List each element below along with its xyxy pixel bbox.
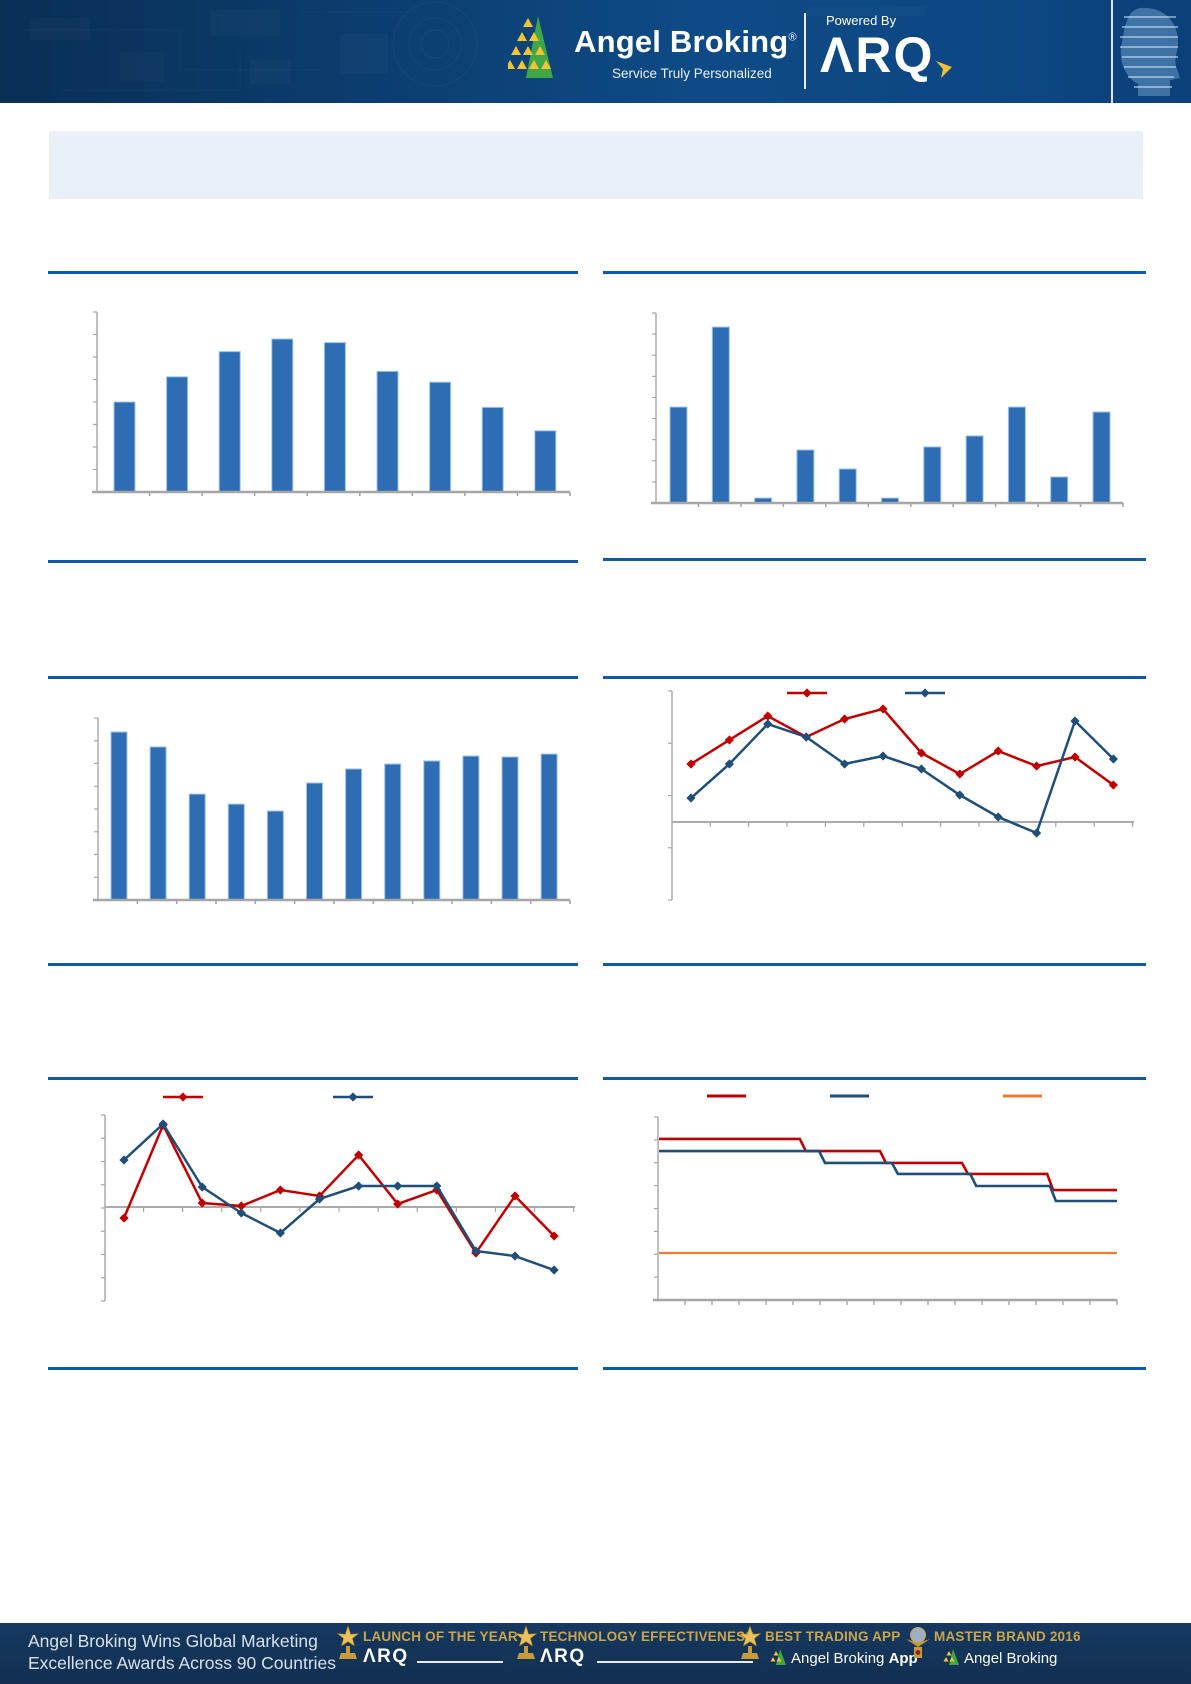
footer-headline-line2: Excellence Awards Across 90 Countries	[28, 1653, 337, 1674]
title-banner	[49, 131, 1143, 199]
registered-mark: ®	[788, 31, 797, 44]
line-chart-bottom-left	[101, 1092, 575, 1302]
section-rule-mid-left	[48, 676, 578, 679]
section-endrule-mid-right	[603, 963, 1146, 966]
bar-chart-middle-left	[93, 717, 571, 904]
section-rule-top-right	[603, 271, 1146, 274]
bar-chart-top-left	[92, 311, 571, 496]
star-trophy-icon	[738, 1626, 762, 1659]
arq-logo-text: ΛRQ	[820, 27, 935, 83]
section-endrule-mid-left	[48, 963, 578, 966]
award-arq-logo: ΛRQ	[363, 1646, 409, 1667]
angel-broking-mini-logo-icon	[770, 1649, 786, 1665]
award-launch-of-the-year: LAUNCH OF THE YEAR ΛRQ	[333, 1623, 518, 1684]
footer-awards-bar: Angel Broking Wins Global Marketing Exce…	[0, 1623, 1191, 1684]
award-label: MASTER BRAND 2016	[934, 1629, 1081, 1644]
lightning-bolt-icon	[936, 61, 952, 78]
section-rule-top-left	[48, 271, 578, 274]
footer-headline-line1: Angel Broking Wins Global Marketing	[28, 1631, 318, 1651]
bar-chart-top-right	[651, 312, 1124, 507]
award-label: LAUNCH OF THE YEAR	[363, 1629, 518, 1644]
section-endrule-top-right	[603, 558, 1146, 561]
globe-trophy-icon	[906, 1627, 930, 1658]
star-trophy-icon	[514, 1626, 538, 1659]
brand-name: Angel Broking®	[574, 24, 797, 59]
award-label: BEST TRADING APP	[765, 1629, 901, 1644]
angel-broking-logo-icon	[508, 16, 553, 78]
line-chart-middle-right	[668, 688, 1134, 901]
step-chart-bottom-right	[653, 1094, 1118, 1305]
award-label: TECHNOLOGY EFFECTIVENESS	[540, 1629, 755, 1644]
award-sub-brand: Angel Broking App	[791, 1650, 918, 1667]
section-endrule-bottom-left	[48, 1367, 578, 1370]
award-master-brand-2016: MASTER BRAND 2016 Angel Broking	[903, 1623, 1093, 1684]
section-rule-bottom-left	[48, 1077, 578, 1080]
award-best-trading-app: BEST TRADING APP Angel Broking App	[735, 1623, 918, 1684]
powered-by-label: Powered By	[826, 13, 897, 28]
arq-rule	[597, 1661, 753, 1663]
award-sub-brand: Angel Broking	[964, 1650, 1058, 1667]
award-technology-effectiveness: TECHNOLOGY EFFECTIVENESS ΛRQ	[511, 1623, 754, 1684]
section-rule-mid-right	[603, 676, 1146, 679]
angel-broking-mini-logo-icon	[943, 1649, 959, 1665]
header: Angel Broking® Service Truly Personalize…	[0, 0, 1191, 103]
section-endrule-bottom-right	[603, 1367, 1146, 1370]
digital-head-graphic	[1111, 0, 1180, 103]
star-trophy-icon	[336, 1626, 360, 1659]
section-rule-bottom-right	[603, 1077, 1146, 1080]
arq-rule	[417, 1661, 503, 1663]
footer-headline: Angel Broking Wins Global Marketing Exce…	[28, 1630, 336, 1675]
brand-tagline: Service Truly Personalized	[612, 66, 772, 81]
header-divider	[804, 13, 806, 89]
section-endrule-top-left	[48, 560, 578, 563]
award-arq-logo: ΛRQ	[540, 1646, 586, 1667]
